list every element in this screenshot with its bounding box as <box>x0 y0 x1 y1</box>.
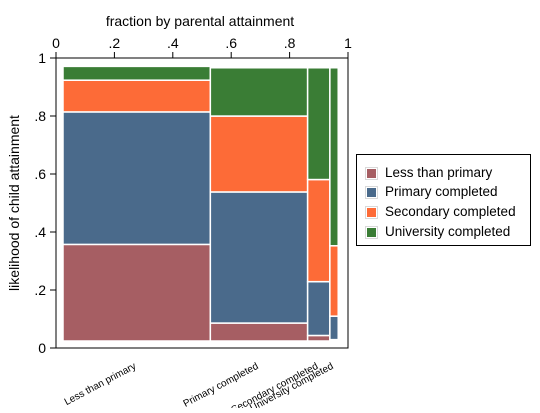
legend-item-less-than-primary: Less than primary <box>365 163 493 183</box>
legend-item-secondary-completed: Secondary completed <box>365 202 516 222</box>
x-category-label-0: Less than primary <box>63 361 138 408</box>
legend: Less than primary Primary completed Seco… <box>356 154 531 246</box>
x-tick-label-1: .2 <box>109 35 121 51</box>
legend-label-university-completed: University completed <box>385 224 511 239</box>
y-tick-label-1: .2 <box>34 282 46 298</box>
mosaic-cell-2-0 <box>306 334 331 342</box>
mosaic-cell-1-1 <box>209 191 309 324</box>
mosaic-cell-2-2 <box>306 178 331 283</box>
x-tick-label-5: 1 <box>344 35 352 51</box>
x-tick-label-0: 0 <box>52 35 60 51</box>
mosaic-cell-0-2 <box>62 79 212 113</box>
x-axis-title: fraction by parental attainment <box>106 13 294 29</box>
legend-swatch-secondary-completed <box>365 205 378 219</box>
mosaic-cell-3-2 <box>329 245 339 317</box>
y-axis-title: likelihood of child attainment <box>6 115 22 291</box>
mosaic-cell-3-1 <box>329 315 339 341</box>
y-tick-label-5: 1 <box>38 50 46 66</box>
mosaic-cell-1-2 <box>209 115 309 193</box>
y-tick-label-2: .4 <box>34 224 46 240</box>
legend-swatch-less-than-primary <box>365 166 378 180</box>
mosaic-cell-1-3 <box>209 67 309 117</box>
legend-label-less-than-primary: Less than primary <box>385 165 493 180</box>
x-tick-label-2: .4 <box>167 35 179 51</box>
mosaic-cell-0-3 <box>62 65 212 81</box>
mosaic-cell-2-3 <box>306 67 331 181</box>
legend-swatch-university-completed <box>365 225 378 239</box>
x-tick-label-3: .6 <box>225 35 237 51</box>
y-tick-label-4: .8 <box>34 108 46 124</box>
mosaic-cell-1-0 <box>209 322 309 342</box>
mosaic-cell-0-0 <box>62 243 212 342</box>
y-tick-label-0: 0 <box>38 340 46 356</box>
x-category-label-3: University completed <box>248 361 335 408</box>
legend-label-secondary-completed: Secondary completed <box>385 204 516 219</box>
legend-item-university-completed: University completed <box>365 222 511 242</box>
y-tick-label-3: .6 <box>34 166 46 182</box>
mosaic-cell-0-1 <box>62 111 212 246</box>
mosaic-cell-3-3 <box>329 67 339 247</box>
legend-item-primary-completed: Primary completed <box>365 182 498 202</box>
x-tick-label-4: .8 <box>284 35 296 51</box>
mosaic-cell-2-1 <box>306 280 331 337</box>
plot-area: Less than primary Primary completedSecond… <box>34 35 352 413</box>
legend-label-primary-completed: Primary completed <box>385 184 498 199</box>
legend-swatch-primary-completed <box>365 185 378 199</box>
